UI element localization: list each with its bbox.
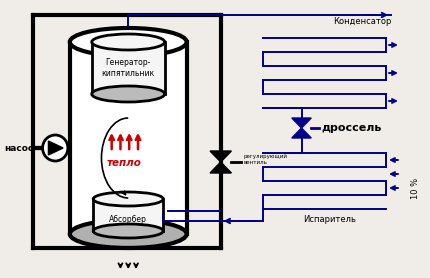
Ellipse shape: [93, 192, 163, 206]
Text: Генератор-
кипятильник: Генератор- кипятильник: [101, 58, 155, 78]
Text: 10 %: 10 %: [411, 177, 420, 198]
Ellipse shape: [70, 220, 187, 248]
Text: тепло: тепло: [107, 158, 142, 168]
Text: Абсорбер: Абсорбер: [109, 215, 147, 224]
Bar: [70, 42, 187, 234]
Circle shape: [43, 135, 68, 161]
Text: дроссель: дроссель: [321, 123, 381, 133]
Bar: [92, 42, 165, 94]
Bar: [93, 199, 163, 231]
Polygon shape: [292, 128, 311, 138]
Polygon shape: [49, 141, 63, 155]
Ellipse shape: [92, 34, 165, 50]
Text: насос: насос: [5, 143, 34, 153]
Ellipse shape: [70, 28, 187, 56]
Ellipse shape: [93, 224, 163, 238]
Text: Испаритель: Испаритель: [304, 215, 356, 224]
Text: регулирующий
вентиль: регулирующий вентиль: [243, 154, 287, 165]
Polygon shape: [210, 151, 231, 162]
Text: Конденсатор: Конденсатор: [333, 17, 391, 26]
Polygon shape: [292, 118, 311, 128]
Polygon shape: [210, 162, 231, 173]
Ellipse shape: [92, 86, 165, 102]
